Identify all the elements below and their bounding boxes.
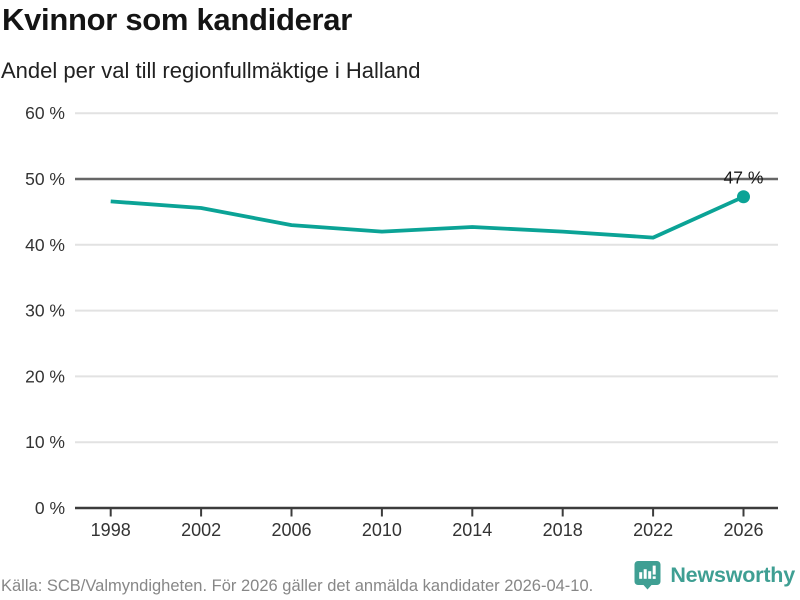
x-tick-label: 2010 xyxy=(362,520,402,540)
newsworthy-logo-text: Newsworthy xyxy=(670,562,795,587)
x-tick-label: 2006 xyxy=(271,520,311,540)
x-tick-label: 1998 xyxy=(91,520,131,540)
newsworthy-logo-icon xyxy=(634,561,661,590)
x-tick-label: 2022 xyxy=(633,520,673,540)
newsworthy-logo[interactable]: Newsworthy xyxy=(634,560,795,590)
y-tick-label: 60 % xyxy=(25,103,65,123)
y-tick-label: 20 % xyxy=(25,366,65,386)
x-tick-label: 2002 xyxy=(181,520,221,540)
chart-subtitle: Andel per val till regionfullmäktige i H… xyxy=(1,58,421,83)
x-tick-label: 2014 xyxy=(452,520,492,540)
chart-title: Kvinnor som kandiderar xyxy=(2,2,352,37)
y-tick-label: 10 % xyxy=(25,432,65,452)
y-tick-label: 0 % xyxy=(35,498,65,518)
source-note: Källa: SCB/Valmyndigheten. För 2026 gäll… xyxy=(1,577,594,595)
trend-line xyxy=(110,195,745,240)
end-point-marker xyxy=(737,190,750,204)
line-chart-plot: 0 % 10 % 20 % 30 % 40 % 50 % 60 % 1998 2002 2006 2… xyxy=(25,103,778,540)
end-value-label: 47 % xyxy=(724,167,764,187)
x-tick-label: 2018 xyxy=(543,520,583,540)
y-tick-label: 50 % xyxy=(25,169,65,189)
x-tick-label: 2026 xyxy=(723,520,763,540)
y-tick-label: 40 % xyxy=(25,235,65,255)
y-tick-label: 30 % xyxy=(25,301,65,321)
